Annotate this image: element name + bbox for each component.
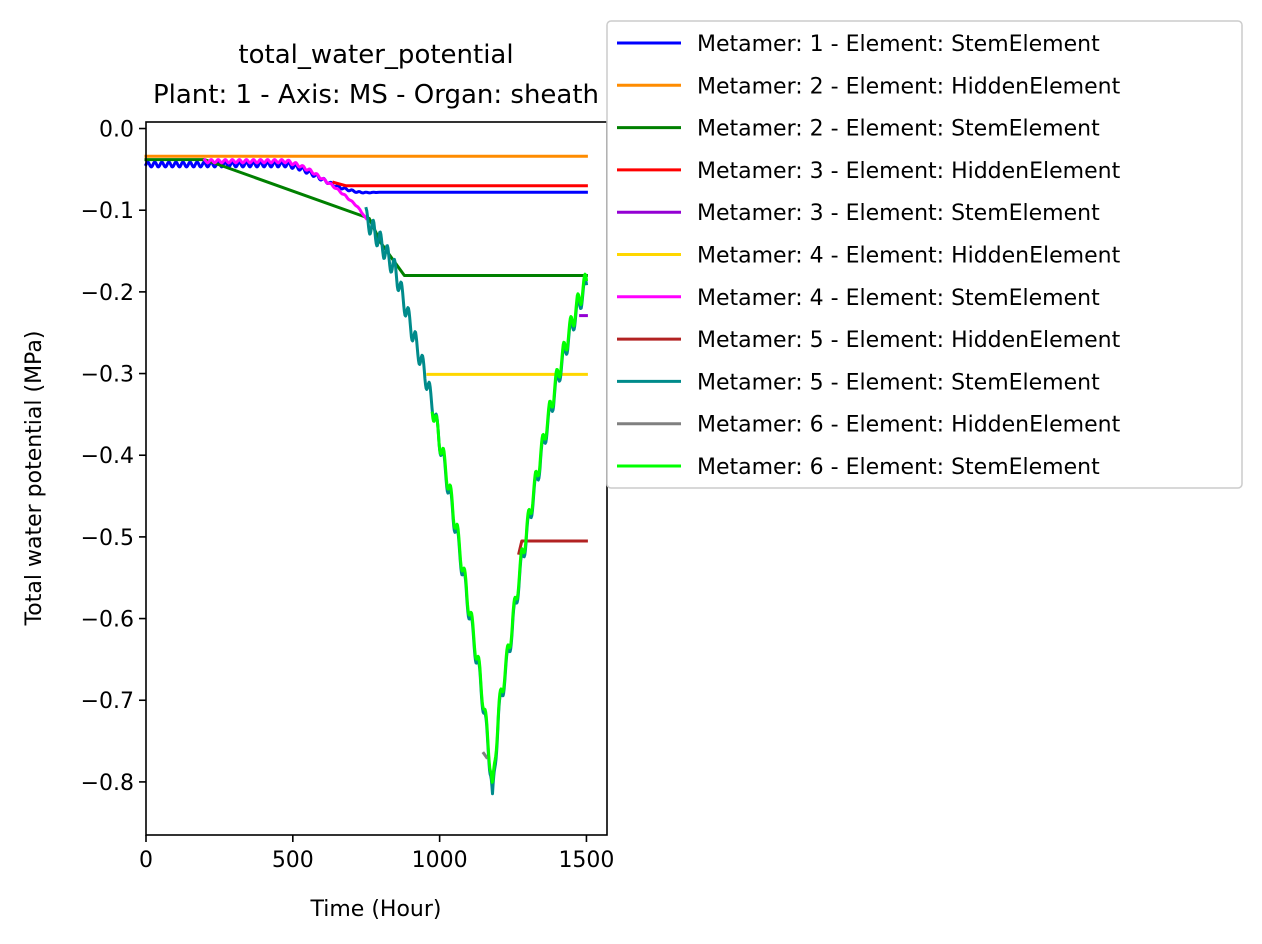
legend-entry-label: Metamer: 4 - Element: HiddenElement <box>697 244 1121 269</box>
y-tick-label: −0.8 <box>81 771 134 796</box>
y-tick-label: −0.3 <box>81 363 134 388</box>
series-line-11 <box>430 272 589 784</box>
series-line-10 <box>481 751 489 760</box>
y-tick-label: −0.1 <box>81 199 134 224</box>
x-tick-label: 0 <box>139 848 153 873</box>
legend-entry-label: Metamer: 2 - Element: HiddenElement <box>697 74 1121 99</box>
legend-box <box>606 20 1243 489</box>
y-tick-label: −0.5 <box>81 526 134 551</box>
x-tick-label: 1000 <box>412 848 468 873</box>
series-layer <box>144 154 589 796</box>
x-axis-label: Time (Hour) <box>310 897 442 922</box>
y-tick-label: −0.6 <box>81 608 134 633</box>
legend: Metamer: 1 - Element: StemElement Metamer… <box>606 20 1243 489</box>
legend-entry-label: Metamer: 6 - Element: HiddenElement <box>697 413 1121 438</box>
legend-entry-label: Metamer: 5 - Element: StemElement <box>697 370 1100 395</box>
y-tick-label: −0.2 <box>81 281 134 306</box>
y-tick-label: −0.7 <box>81 689 134 714</box>
chart-subtitle: Plant: 1 - Axis: MS - Organ: sheath <box>153 80 599 110</box>
y-tick-label: 0.0 <box>99 118 134 143</box>
series-line-9 <box>364 206 589 796</box>
series-line-4 <box>332 180 588 188</box>
y-axis-label: Total water potential (MPa) <box>22 331 47 627</box>
legend-entry-label: Metamer: 1 - Element: StemElement <box>697 32 1100 57</box>
legend-entry-label: Metamer: 6 - Element: StemElement <box>697 455 1100 480</box>
x-axis: 0 500 1000 1500 <box>139 835 614 873</box>
x-tick-label: 1500 <box>558 848 614 873</box>
series-line-7 <box>202 157 369 221</box>
legend-entry-label: Metamer: 4 - Element: StemElement <box>697 286 1100 311</box>
legend-entry-label: Metamer: 5 - Element: HiddenElement <box>697 328 1121 353</box>
series-line-8 <box>517 539 588 556</box>
chart-title: total_water_potential <box>238 40 513 70</box>
series-line-1 <box>144 160 588 195</box>
legend-entry-label: Metamer: 2 - Element: StemElement <box>697 117 1100 142</box>
legend-entry-label: Metamer: 3 - Element: StemElement <box>697 201 1100 226</box>
y-tick-label: −0.4 <box>81 444 134 469</box>
legend-entry-label: Metamer: 3 - Element: HiddenElement <box>697 159 1121 184</box>
x-tick-label: 500 <box>272 848 314 873</box>
y-axis: 0.0 −0.1 −0.2 −0.3 −0.4 −0.5 −0.6 −0.7 −0.8 <box>81 118 146 796</box>
